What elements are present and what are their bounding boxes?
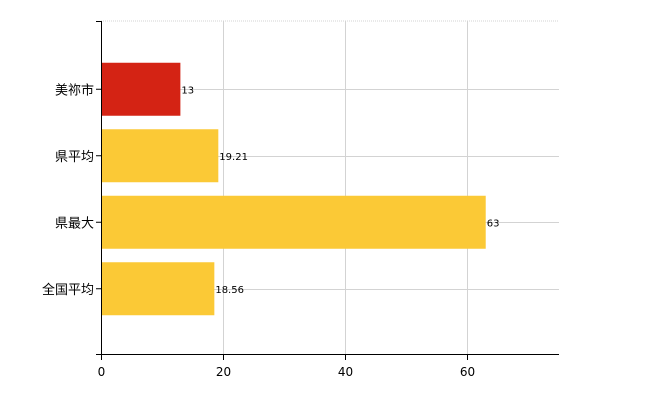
labels: 13 美祢市 19.21 県平均 63 県最大 18.56 全国平均 0 20 40 60 [42, 21, 500, 379]
category-label: 県最大 [55, 216, 94, 231]
category-label: 全国平均 [42, 282, 94, 298]
data-label: 63 [487, 218, 500, 229]
x-tick-label: 40 [338, 365, 353, 379]
x-tick-label: 60 [460, 365, 475, 379]
x-tick-label: 20 [216, 365, 231, 379]
bar [101, 62, 181, 116]
category-label: 美祢市 [55, 82, 94, 98]
category-label: 県平均 [55, 150, 94, 165]
data-label: 18.56 [215, 285, 244, 296]
bar [101, 195, 486, 249]
bar [101, 262, 215, 316]
data-label: 19.21 [219, 152, 248, 163]
axes [101, 21, 559, 355]
data-label: 13 [181, 85, 194, 96]
bars [101, 62, 486, 316]
bar [101, 129, 219, 183]
x-tick-label: 0 [98, 365, 106, 379]
